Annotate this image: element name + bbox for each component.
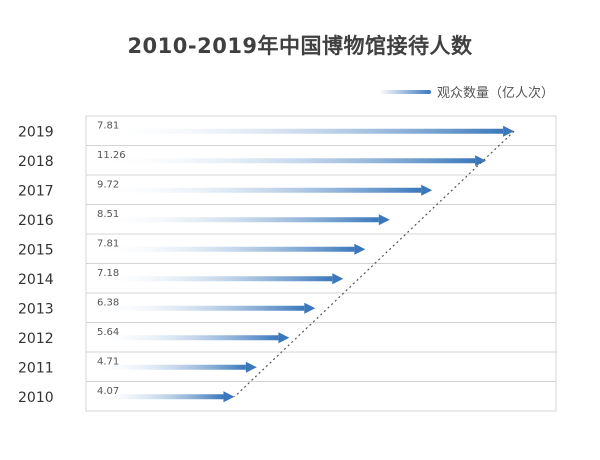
- year-label: 2018: [18, 154, 54, 170]
- value-label: 7.81: [97, 238, 119, 249]
- bar-arrow-head: [475, 155, 487, 167]
- year-label: 2011: [18, 360, 54, 376]
- bar-arrow-head: [223, 391, 235, 403]
- value-label: 5.64: [97, 327, 119, 338]
- value-label: 6.38: [97, 297, 119, 308]
- year-label: 2014: [18, 272, 54, 288]
- bar-arrow-shaft: [92, 158, 476, 164]
- year-label: 2010: [18, 390, 54, 406]
- bar-arrow-head: [503, 125, 515, 137]
- bar-arrow-shaft: [92, 335, 279, 341]
- year-label: 2017: [18, 183, 54, 199]
- year-label: 2016: [18, 213, 54, 229]
- year-label: 2019: [18, 124, 54, 140]
- year-label: 2015: [18, 242, 54, 258]
- bar-arrow-head: [421, 184, 433, 196]
- bar-arrow-shaft: [92, 305, 305, 311]
- legend-arrow-icon: [378, 89, 431, 94]
- value-label: 4.71: [97, 356, 119, 367]
- bar-arrow-head: [304, 302, 316, 314]
- bar-arrow-shaft: [92, 246, 355, 252]
- bar-arrow-head: [245, 361, 257, 373]
- bar-arrow-head: [378, 214, 390, 226]
- value-label: 8.51: [97, 209, 119, 220]
- trend-dotted-line: [234, 130, 515, 398]
- value-label: 9.72: [97, 179, 119, 190]
- value-label: 7.18: [97, 268, 119, 279]
- value-label: 4.07: [97, 386, 119, 397]
- bar-arrow-shaft: [92, 394, 224, 400]
- bar-arrow-shaft: [92, 217, 379, 223]
- value-label: 7.81: [97, 120, 119, 131]
- bar-arrow-head: [332, 273, 344, 285]
- bar-arrow-shaft: [92, 364, 246, 370]
- year-label: 2013: [18, 301, 54, 317]
- chart-legend: 观众数量（亿人次）: [378, 82, 554, 101]
- bar-arrow-shaft: [92, 276, 333, 282]
- bar-arrow-head: [354, 243, 366, 255]
- legend-label: 观众数量（亿人次）: [436, 86, 554, 101]
- bar-arrow-shaft: [92, 128, 504, 134]
- year-label: 2012: [18, 331, 54, 347]
- bar-arrow-head: [278, 332, 290, 344]
- bar-arrow-shaft: [92, 187, 422, 193]
- chart-title: 2010-2019年中国博物馆接待人数: [127, 34, 473, 58]
- value-label: 11.26: [97, 150, 126, 161]
